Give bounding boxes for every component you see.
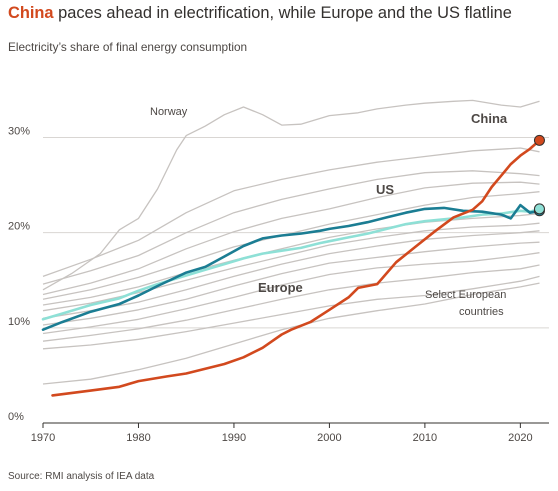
norway-label: Norway — [150, 106, 188, 118]
series-line-us — [41, 203, 541, 331]
series-line-norway — [42, 99, 540, 291]
source-note: Source: RMI analysis of IEA data — [8, 471, 155, 482]
title-rest: paces ahead in electrification, while Eu… — [53, 4, 512, 22]
series-line-country-12 — [42, 252, 540, 335]
x-tick-label: 2000 — [317, 432, 341, 444]
x-tick-label: 2010 — [413, 432, 437, 444]
y-tick-label: 20% — [8, 221, 30, 233]
x-tick-label: 1980 — [126, 432, 150, 444]
y-tick-label: 30% — [8, 126, 30, 138]
chart-subtitle: Electricity’s share of final energy cons… — [8, 40, 248, 54]
series-line-country-6 — [42, 181, 540, 296]
x-tick-label: 1990 — [222, 432, 246, 444]
title-highlight: China — [8, 4, 54, 22]
europe-label: Europe — [258, 280, 303, 295]
china-label: China — [471, 111, 508, 126]
countries-label-line2: countries — [459, 306, 504, 318]
countries-label-line1: Select European — [425, 289, 506, 301]
series-line-country-10 — [42, 230, 540, 319]
x-tick-label: 1970 — [31, 432, 55, 444]
series-line-europe — [41, 207, 541, 321]
series-line-china — [51, 139, 541, 397]
series-line-country-13 — [42, 264, 540, 342]
series-line-country-14 — [42, 275, 540, 350]
series-line-country-4 — [42, 147, 540, 278]
chart-title: China paces ahead in electrification, wh… — [8, 3, 553, 23]
series-line-country-8 — [42, 212, 540, 306]
series-line-country-11 — [42, 241, 540, 326]
y-tick-label: 0% — [8, 411, 24, 423]
europe-end-marker — [533, 203, 545, 215]
series-line-country-5 — [42, 170, 540, 285]
us-label: US — [376, 182, 394, 197]
x-tick-label: 2020 — [508, 432, 532, 444]
china-end-marker — [533, 134, 545, 146]
series-line-country-7 — [42, 191, 540, 300]
y-tick-label: 10% — [8, 316, 30, 328]
